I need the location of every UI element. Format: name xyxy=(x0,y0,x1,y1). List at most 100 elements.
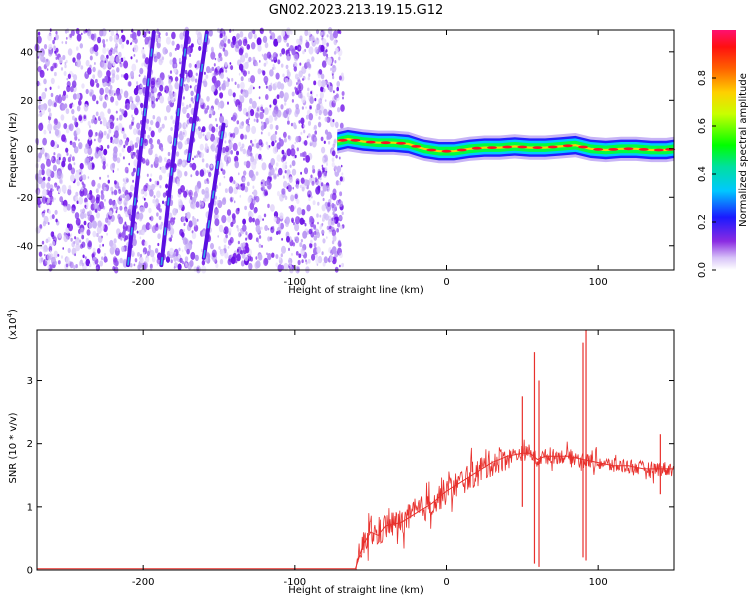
noise-dot xyxy=(242,218,247,225)
noise-dot xyxy=(108,198,113,206)
noise-dot xyxy=(75,264,78,269)
noise-dot xyxy=(148,126,152,132)
noise-dot xyxy=(184,140,188,145)
noise-dot xyxy=(210,51,216,60)
noise-dot xyxy=(130,151,134,157)
noise-dot xyxy=(104,60,106,64)
noise-dot xyxy=(177,170,183,179)
noise-dot xyxy=(276,190,281,197)
noise-dot xyxy=(61,160,66,168)
noise-dot xyxy=(294,154,297,159)
noise-dot xyxy=(236,253,241,262)
noise-dot xyxy=(239,194,242,198)
noise-dot xyxy=(210,164,213,168)
noise-dot xyxy=(302,230,308,239)
noise-dot xyxy=(73,74,78,81)
noise-dot xyxy=(111,69,116,76)
noise-dot xyxy=(315,37,320,45)
noise-dot xyxy=(260,179,266,188)
noise-dot xyxy=(47,33,52,41)
noise-dot xyxy=(247,70,250,75)
noise-dot xyxy=(244,134,248,140)
noise-dot xyxy=(269,108,271,111)
signal-core xyxy=(426,148,437,152)
noise-dot xyxy=(58,56,63,64)
noise-dot xyxy=(324,202,328,207)
noise-dot xyxy=(217,101,222,108)
noise-dot xyxy=(242,148,247,155)
noise-dot xyxy=(54,209,58,215)
noise-dot xyxy=(288,176,293,183)
noise-dot xyxy=(339,191,343,197)
noise-dot xyxy=(286,148,292,157)
noise-dot xyxy=(165,32,168,37)
noise-dot xyxy=(319,225,322,230)
noise-dot xyxy=(82,254,85,259)
noise-dot xyxy=(57,260,61,265)
noise-dot xyxy=(55,47,59,53)
noise-dot xyxy=(182,106,187,115)
noise-dot xyxy=(61,41,64,44)
noise-dot xyxy=(314,46,319,54)
noise-dot xyxy=(291,219,294,224)
noise-dot xyxy=(217,199,220,204)
noise-dot xyxy=(228,227,232,234)
noise-dot xyxy=(248,262,253,270)
noise-dot xyxy=(206,149,209,153)
noise-dot xyxy=(292,242,296,247)
noise-dot xyxy=(206,170,209,174)
noise-dot xyxy=(170,115,174,120)
noise-dot xyxy=(115,210,118,214)
noise-dot xyxy=(75,127,81,135)
noise-dot xyxy=(204,143,208,148)
noise-dot xyxy=(322,30,326,36)
noise-dot xyxy=(134,142,139,149)
noise-dot xyxy=(118,114,123,121)
noise-dot xyxy=(254,153,260,161)
noise-dot xyxy=(118,123,123,130)
noise-dot xyxy=(332,235,337,242)
noise-dot xyxy=(136,84,140,91)
noise-dot xyxy=(332,143,336,148)
noise-dot xyxy=(155,39,158,42)
noise-dot xyxy=(332,211,335,216)
noise-dot xyxy=(232,218,236,225)
noise-dot xyxy=(204,190,210,199)
noise-dot xyxy=(53,45,56,50)
noise-dot xyxy=(168,101,171,105)
noise-dot xyxy=(232,92,236,98)
noise-dot xyxy=(295,104,298,108)
noise-dot xyxy=(315,254,318,258)
noise-dot xyxy=(339,30,342,35)
noise-dot xyxy=(245,246,250,254)
noise-dot xyxy=(309,177,312,183)
noise-dot xyxy=(138,230,142,235)
noise-dot xyxy=(300,38,303,42)
noise-dot xyxy=(43,245,48,251)
noise-dot xyxy=(295,178,300,185)
noise-dot xyxy=(184,69,188,75)
noise-dot xyxy=(323,256,328,264)
noise-dot xyxy=(97,136,102,143)
noise-dot xyxy=(37,31,41,36)
noise-dot xyxy=(199,204,203,210)
noise-dot xyxy=(251,198,256,206)
noise-dot xyxy=(81,83,85,89)
noise-dot xyxy=(165,162,170,169)
noise-dot xyxy=(182,96,185,100)
noise-dot xyxy=(276,231,279,235)
spectrogram-x-ticks: -200 -100 0 100 xyxy=(132,30,608,288)
noise-dot xyxy=(71,108,75,115)
noise-dot xyxy=(309,215,314,223)
noise-dot xyxy=(295,136,300,143)
noise-dot xyxy=(321,79,326,88)
noise-dot xyxy=(200,152,204,159)
noise-dot xyxy=(66,85,71,93)
noise-dot xyxy=(169,70,173,74)
noise-dot xyxy=(174,47,177,51)
noise-dot xyxy=(67,73,71,80)
noise-dot xyxy=(148,207,152,214)
noise-dot xyxy=(337,240,342,247)
noise-dot xyxy=(208,113,212,119)
